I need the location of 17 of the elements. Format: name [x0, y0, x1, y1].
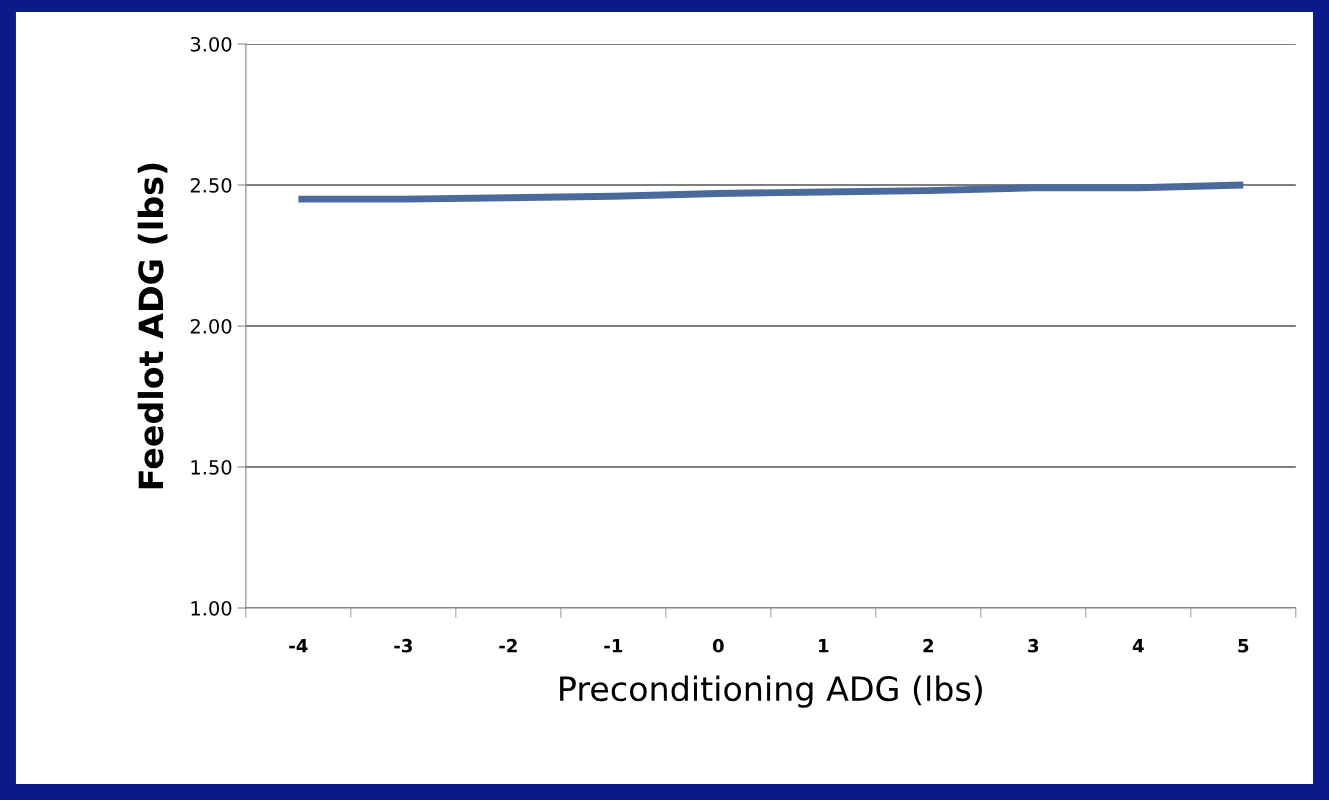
x-tick-label: -3 — [394, 638, 412, 653]
x-tick-label: 5 — [1238, 639, 1249, 653]
y-tick-label: 1.50 — [191, 459, 232, 475]
x-tick-label: -4 — [289, 639, 308, 653]
x-tick-label: 3 — [1028, 638, 1039, 653]
x-tick-label: 2 — [923, 638, 934, 653]
x-tick-label: -2 — [499, 638, 517, 653]
x-axis-title: Preconditioning ADG (lbs) — [560, 675, 982, 708]
x-tick-label: 1 — [819, 639, 829, 653]
y-tick-label: 2.00 — [190, 318, 232, 334]
y-axis-title: Feedlot ADG (lbs) — [137, 163, 168, 489]
x-tick-label: -1 — [604, 639, 623, 653]
y-tick-label: 2.50 — [190, 177, 232, 193]
x-tick-label: 0 — [712, 638, 724, 653]
y-tick-label: 3.00 — [190, 36, 232, 52]
x-tick-label: 4 — [1132, 639, 1144, 653]
y-tick-label: 1.00 — [191, 600, 232, 616]
